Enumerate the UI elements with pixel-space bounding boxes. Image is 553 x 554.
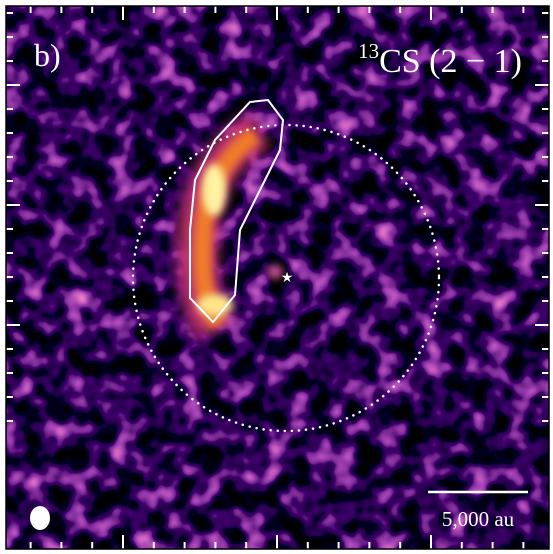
emission-arc bbox=[177, 112, 283, 340]
contour bbox=[189, 98, 285, 324]
title: 13CS (2 − 1) bbox=[358, 39, 522, 80]
beam bbox=[30, 506, 50, 530]
scale-bar-label: 5,000 au bbox=[442, 507, 515, 531]
title-superscript: 13 bbox=[358, 39, 379, 63]
star-marker: ★ bbox=[281, 271, 294, 286]
dotted-circle bbox=[131, 123, 441, 433]
panel-label: b) bbox=[34, 37, 61, 73]
peak bbox=[197, 294, 233, 316]
peak bbox=[202, 164, 226, 216]
blob bbox=[267, 265, 283, 279]
title-text: CS (2 − 1) bbox=[379, 43, 522, 80]
frame bbox=[5, 5, 550, 550]
ticks bbox=[6, 6, 549, 549]
